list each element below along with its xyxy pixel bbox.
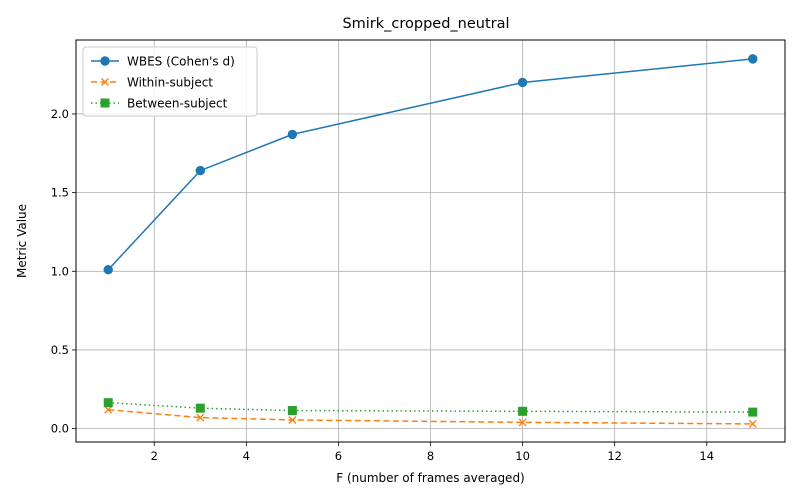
legend-item: Between-subject xyxy=(91,97,228,111)
data-point xyxy=(196,413,205,422)
chart-title: Smirk_cropped_neutral xyxy=(342,16,509,32)
data-point xyxy=(517,77,528,88)
y-axis-label: Metric Value xyxy=(15,204,29,278)
legend-label: WBES (Cohen's d) xyxy=(127,55,235,69)
x-tick-label: 4 xyxy=(243,449,250,463)
data-point xyxy=(104,405,113,414)
series-2 xyxy=(103,398,758,417)
data-point xyxy=(103,398,113,408)
axis-ticks: 2 4 6 8 10 12 14 0.0 0.5 1.0 1.5 2.0 xyxy=(51,107,714,463)
legend-marker xyxy=(100,56,110,66)
series-0 xyxy=(103,54,758,275)
legend-label: Between-subject xyxy=(127,97,228,111)
y-tick-label: 2.0 xyxy=(51,107,69,121)
x-tick-label: 12 xyxy=(607,449,622,463)
series-layer xyxy=(103,54,758,428)
legend-item: Within-subject xyxy=(91,76,213,90)
x-marker-stroke xyxy=(101,78,109,86)
y-tick-label: 0.0 xyxy=(51,422,69,436)
x-tick-label: 6 xyxy=(335,449,342,463)
data-point xyxy=(103,265,113,275)
series-line xyxy=(108,401,753,413)
legend-box xyxy=(82,46,258,117)
data-point xyxy=(287,406,297,416)
legend-marker xyxy=(100,98,110,108)
data-point xyxy=(287,129,298,140)
x-marker-stroke xyxy=(104,405,113,414)
x-marker-stroke xyxy=(518,418,527,427)
legend-item: WBES (Cohen's d) xyxy=(91,55,235,69)
data-point xyxy=(748,407,758,417)
x-tick-label: 8 xyxy=(427,449,434,463)
data-point xyxy=(518,406,528,416)
data-point xyxy=(748,419,757,428)
data-point xyxy=(288,415,297,424)
x-marker-stroke xyxy=(196,413,205,422)
x-tick-label: 2 xyxy=(151,449,158,463)
legend: WBES (Cohen's d) Within-subject Between-su… xyxy=(82,46,258,117)
legend-label: Within-subject xyxy=(127,76,213,90)
series-1 xyxy=(104,405,757,428)
x-marker-stroke xyxy=(288,415,297,424)
data-point xyxy=(195,165,206,176)
x-axis-label: F (number of frames averaged) xyxy=(336,471,525,485)
data-point xyxy=(748,54,758,64)
y-tick-label: 1.5 xyxy=(51,186,69,200)
data-point xyxy=(518,418,527,427)
x-tick-label: 14 xyxy=(699,449,714,463)
legend-marker xyxy=(101,78,109,86)
x-tick-label: 10 xyxy=(515,449,530,463)
x-marker-stroke xyxy=(748,419,757,428)
y-tick-label: 0.5 xyxy=(51,343,69,357)
y-tick-label: 1.0 xyxy=(51,264,69,278)
data-point xyxy=(195,403,205,413)
